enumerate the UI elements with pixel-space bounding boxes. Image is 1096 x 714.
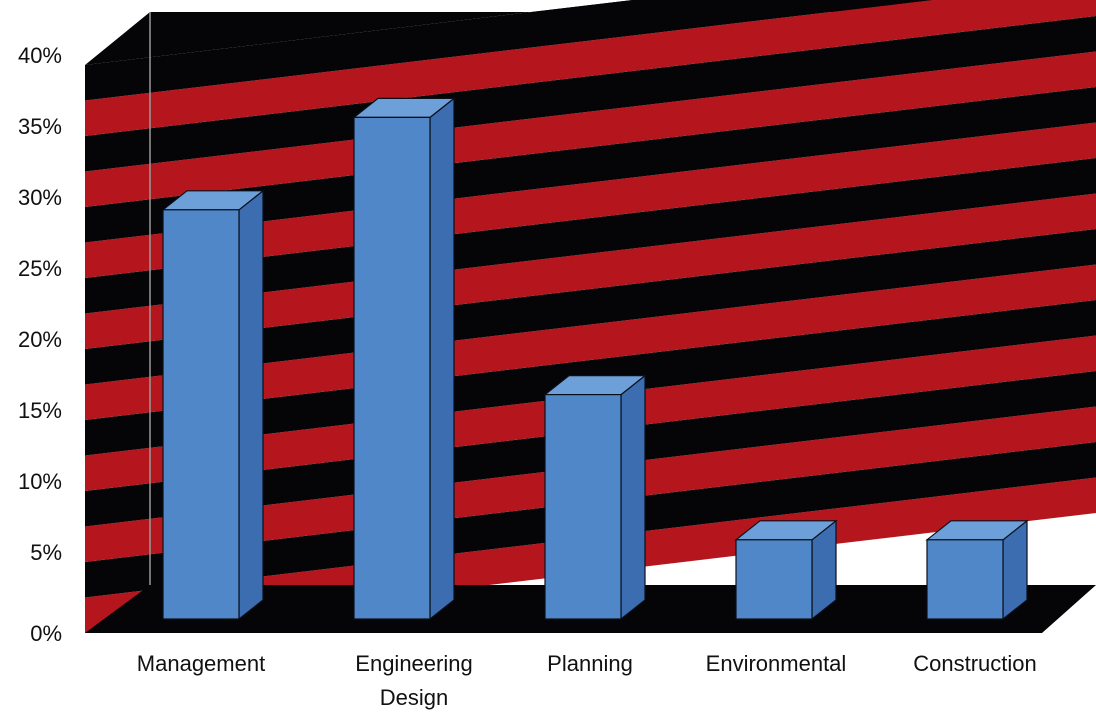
bar-front <box>353 116 431 620</box>
y-tick-labels: 0% 5% 10% 15% 20% 25% 30% 35% 40% <box>18 43 62 646</box>
wall-band-black <box>85 158 1096 314</box>
wall-band-black <box>85 0 932 101</box>
y-tick-label: 40% <box>18 43 62 68</box>
bar-series <box>161 97 1029 621</box>
x-category-label-line: Environmental <box>706 651 847 676</box>
bar-side <box>429 97 455 621</box>
y-tick-label: 10% <box>18 469 62 494</box>
wall-band-red <box>85 193 1096 349</box>
bar-environmental <box>734 519 838 621</box>
y-tick-label: 35% <box>18 114 62 139</box>
x-category-labels: Management Engineering Design Planning Envir… <box>137 651 1037 710</box>
x-category-label: Planning <box>547 651 633 676</box>
bar-front <box>544 394 622 620</box>
bar-construction <box>925 519 1029 621</box>
x-category-label: Environmental <box>706 651 847 676</box>
wall-band-black <box>85 16 1096 172</box>
bar-management <box>161 189 265 621</box>
x-category-label-line: Design <box>380 685 448 710</box>
x-category-label: Management <box>137 651 265 676</box>
bar-planning <box>543 374 647 621</box>
y-tick-label: 15% <box>18 398 62 423</box>
bar-side <box>238 189 264 621</box>
x-category-label: Construction <box>913 651 1037 676</box>
bar-front <box>926 539 1004 620</box>
x-category-label-line: Engineering <box>355 651 472 676</box>
y-tick-label: 5% <box>30 540 62 565</box>
x-category-label-line: Management <box>137 651 265 676</box>
wall-band-red <box>85 122 1096 278</box>
wall-top <box>85 0 1096 65</box>
bar-engineering-design <box>352 97 456 621</box>
bar-side <box>620 374 646 621</box>
y-tick-label: 25% <box>18 256 62 281</box>
y-tick-label: 0% <box>30 621 62 646</box>
bar-front <box>162 209 240 620</box>
x-category-label-line: Planning <box>547 651 633 676</box>
x-category-label: Engineering Design <box>355 651 472 710</box>
wall-band-red <box>85 51 1096 207</box>
bar-front <box>735 539 813 620</box>
wall-band-red <box>85 0 1096 136</box>
x-category-label-line: Construction <box>913 651 1037 676</box>
wall-band-black <box>85 87 1096 243</box>
y-tick-label: 30% <box>18 185 62 210</box>
wall-band-black <box>85 229 1096 385</box>
wall-band-red <box>85 264 1096 420</box>
y-tick-label: 20% <box>18 327 62 352</box>
